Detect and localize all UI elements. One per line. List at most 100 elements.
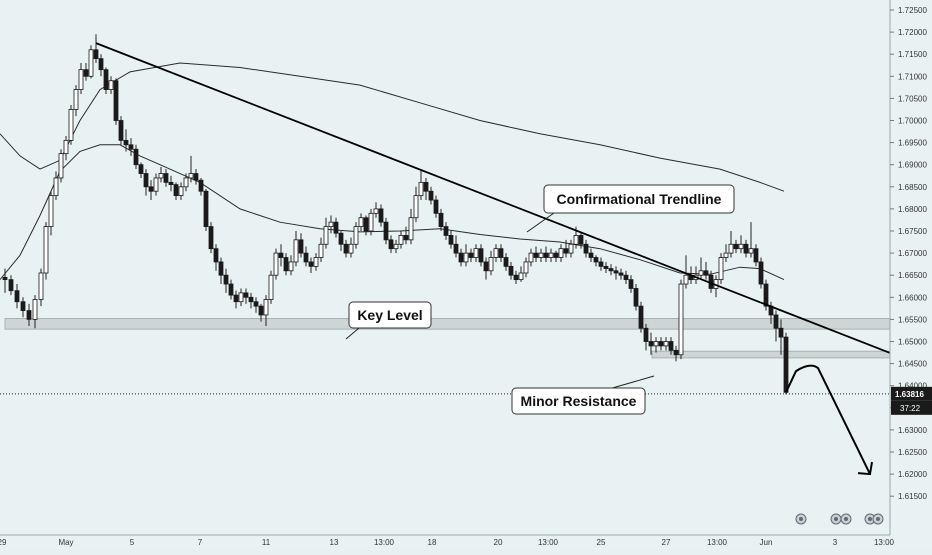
candle [278, 244, 284, 267]
candle-body-up [528, 252, 534, 263]
candle [773, 310, 779, 342]
candle-body-down [133, 148, 139, 166]
candle [128, 138, 134, 156]
candle-body-down [218, 261, 224, 276]
candle [478, 244, 484, 267]
candle [548, 248, 554, 262]
event-marker-dot-icon [799, 517, 803, 521]
candle-body-down [753, 248, 759, 263]
candle-body-up [518, 272, 524, 281]
candle-body-down [103, 69, 109, 90]
candle-body-down [478, 248, 484, 263]
candle-body-up [538, 252, 544, 258]
candle [518, 266, 524, 282]
candle [638, 301, 644, 333]
key-level-callout: Key Level [345, 301, 432, 340]
time-tick-label: 13:00 [374, 538, 395, 547]
candle-body-up [738, 243, 744, 250]
time-tick-label: 18 [428, 538, 437, 547]
candle-body-down [338, 232, 344, 245]
candle-body-down [14, 290, 20, 303]
plot-background [0, 0, 890, 535]
candle [188, 155, 194, 183]
candle [513, 270, 519, 285]
candle [208, 222, 214, 254]
candle-body-down [308, 261, 314, 267]
candle-body-down [243, 292, 249, 298]
candle-body-down [758, 261, 764, 285]
time-tick-label: 20 [494, 538, 503, 547]
candle [163, 169, 169, 187]
candle-body-up [393, 243, 399, 250]
candle [698, 257, 704, 280]
candle [243, 288, 249, 304]
candle-body-up [373, 208, 379, 214]
candle-body-down [643, 327, 649, 342]
candle [20, 297, 26, 318]
candle-body-up [238, 292, 244, 303]
candle-body-up [318, 243, 324, 258]
candle-body-down [278, 252, 284, 258]
candle [743, 239, 749, 258]
candle [483, 257, 489, 280]
candle-body-down [83, 69, 89, 77]
candle-body-down [423, 181, 429, 192]
candle-body-down [703, 270, 709, 276]
time-axis[interactable]: 29 May 5 7 11 13 13:00 18 20 13:00 25 27 13:00 Jun 3 13… [0, 534, 932, 550]
candle [458, 248, 464, 267]
price-tick-label: 1.69500 [898, 139, 927, 148]
candle-body-up [273, 252, 279, 276]
moving-average-fast-line [0, 144, 785, 281]
candle-body-down [208, 226, 214, 250]
price-tick-label: 1.61500 [898, 492, 927, 501]
candle-body-down [118, 120, 124, 141]
candle [468, 248, 474, 262]
candle [623, 270, 629, 285]
candle [433, 195, 439, 218]
candle [498, 244, 504, 262]
candle [103, 67, 109, 94]
time-tick-label: 5 [130, 538, 135, 547]
candle-body-up [413, 195, 419, 219]
candle [618, 268, 624, 280]
candle-body-down [783, 336, 789, 393]
time-tick-label: May [58, 538, 73, 547]
candle [253, 297, 259, 313]
candle [348, 237, 354, 258]
candle-body-down [778, 327, 784, 338]
countdown-label: 37:22 [900, 404, 921, 413]
time-tick-label: 13:00 [874, 538, 895, 547]
price-tick-label: 1.67000 [898, 249, 927, 258]
candle [628, 275, 634, 293]
candle-body-up [58, 153, 64, 179]
candle-body-down [508, 265, 514, 276]
price-tick-label: 1.71500 [898, 50, 927, 59]
candle [603, 261, 609, 273]
candle-body-down [233, 294, 239, 303]
candle-body-down [98, 58, 104, 71]
candle [358, 213, 364, 231]
candle-body-down [20, 301, 26, 311]
price-tick-label: 1.72500 [898, 6, 927, 15]
candle [193, 169, 199, 185]
candle [88, 45, 94, 79]
candle-body-down [143, 173, 149, 188]
price-axis[interactable]: 1.72500 1.72000 1.71500 1.71000 1.70500 1.700… [889, 0, 932, 550]
candle-body-up [718, 257, 724, 281]
candle-body-up [523, 261, 529, 274]
price-tick-label: 1.66000 [898, 293, 927, 302]
candle [678, 279, 684, 360]
candle-body-down [633, 288, 639, 307]
candle [14, 284, 20, 309]
candle-body-down [618, 272, 624, 276]
candle [73, 85, 79, 117]
candle [328, 215, 334, 234]
candle [228, 279, 234, 300]
candle-body-down [483, 261, 489, 272]
current-price-badge [891, 386, 932, 401]
candle [388, 235, 394, 254]
price-tick-label: 1.72000 [898, 28, 927, 37]
candle [663, 337, 669, 351]
